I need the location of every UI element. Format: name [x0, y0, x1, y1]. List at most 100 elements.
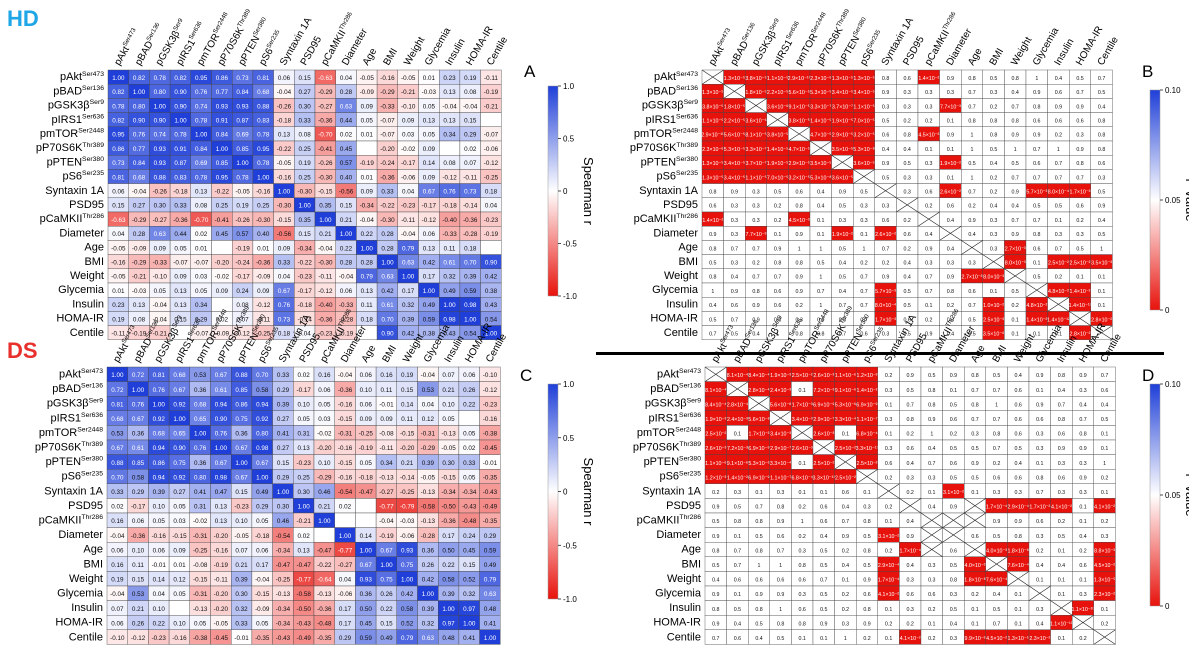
cell-value: 0.04	[402, 189, 415, 196]
cell-value: 1.00	[360, 547, 373, 554]
cell-value: 0.6	[928, 592, 935, 598]
cell-value: -0.18	[297, 302, 312, 309]
cell-value: 0.36	[360, 591, 373, 598]
cell-value: 0.93	[401, 547, 414, 554]
cell-value: 0.2	[925, 119, 932, 125]
cell-value: 0.2	[774, 218, 781, 224]
cell-value: 2.2×10⁻⁵	[724, 119, 745, 125]
cell-value: 0.1	[925, 303, 932, 309]
cell-value: 0.4	[904, 147, 911, 153]
row-label: Glycemia	[655, 588, 702, 600]
cell-value: 0.38	[485, 288, 498, 295]
cell-value: 1.9×10⁻³	[770, 373, 791, 379]
cell-value: 0.48	[442, 635, 455, 642]
cell-value: 0.3	[928, 563, 935, 569]
cell-value: -0.21	[401, 89, 416, 96]
cell-value: 0.6	[1055, 119, 1062, 125]
cell-value: 0.3	[752, 204, 759, 210]
cell-value: 0.41	[463, 635, 476, 642]
cell-value: 0.9	[712, 505, 719, 511]
cell-value: 0.4	[904, 275, 911, 281]
cell-value: 0.1	[928, 621, 935, 627]
cell-value: 0.1	[755, 490, 762, 496]
cell-value: 0.19	[236, 203, 249, 210]
cell-value: 0.76	[443, 189, 456, 196]
cell-value: 0.82	[112, 89, 125, 96]
cell-value: 0.15	[340, 203, 353, 210]
cell-value: -0.63	[111, 217, 126, 224]
cell-value: 0.3	[1036, 607, 1043, 613]
cell-value: 0.8	[928, 388, 935, 394]
cell-value: 5.7×10⁻³	[1026, 190, 1047, 196]
cell-value: 2.6×10⁻³	[813, 432, 834, 438]
column-label: Age	[969, 343, 988, 364]
cell-value: 0.2	[885, 505, 892, 511]
cell-value: 0.81	[257, 75, 270, 82]
cell-value: 0.67	[278, 288, 291, 295]
cell-value: 0.5	[820, 592, 827, 598]
cell-value: 0.53	[111, 431, 124, 438]
cell-value: -0.11	[380, 445, 394, 452]
cell-value: 0.1	[1015, 592, 1022, 598]
row-label: Insulin	[71, 602, 103, 614]
cell-value: -0.77	[379, 504, 394, 511]
row-label: Insulin	[72, 298, 104, 310]
cell-value: 0.2	[993, 461, 1000, 467]
cell-value: 0.28	[133, 231, 146, 238]
cell-value: 0.2	[990, 104, 997, 110]
cell-value: 0.49	[423, 302, 436, 309]
colorbar-tick-label: 0.5	[563, 135, 575, 144]
cell-value: 0.2	[1101, 519, 1108, 525]
cell-value: -0.50	[441, 504, 456, 511]
colorbar-tick-label: 0.05	[1165, 491, 1181, 500]
cell-value: 1.00	[299, 203, 312, 210]
cell-value: -0.34	[462, 489, 477, 496]
cell-value: 0.78	[195, 118, 208, 125]
cell-value: 0.24	[463, 533, 476, 540]
cell-value: 0.39	[402, 316, 415, 323]
cell-value: 1	[819, 303, 822, 309]
cell-value: 0.19	[299, 160, 312, 167]
cell-value: 0.5	[774, 190, 781, 196]
row-label: pmTORSer2448	[634, 128, 698, 140]
cell-value: -0.20	[215, 260, 230, 267]
cell-value: 0.63	[154, 231, 167, 238]
cell-value: -0.28	[339, 316, 354, 323]
cell-value: 2.9×10⁻⁴	[878, 563, 900, 569]
cell-value: 1.1×10⁻⁶	[705, 461, 726, 467]
row-label: HOMA-IR	[55, 617, 103, 629]
cell-value: 0.7	[1101, 373, 1108, 379]
row-label: pCaMKIIThr286	[634, 213, 699, 225]
cell-value: 1.3×10⁻⁵	[1094, 578, 1115, 584]
cell-value: 0.02	[339, 504, 352, 511]
cell-value: 0.09	[402, 118, 415, 125]
cell-value: 0.6	[904, 76, 911, 82]
cell-value: 0.3	[925, 261, 932, 267]
cell-value: 1	[1057, 147, 1060, 153]
column-label: Age	[360, 343, 379, 364]
cell-value: 0.75	[235, 416, 248, 423]
cell-value: 0.5	[709, 261, 716, 267]
cell-value: 0.78	[154, 75, 167, 82]
heatmap-cell	[355, 498, 377, 514]
heatmap-cell	[356, 140, 378, 156]
cell-value: 0.63	[484, 591, 497, 598]
row-label: pS6Ser235	[62, 170, 104, 182]
cell-value: 1	[930, 432, 933, 438]
cell-value: 0.4	[1036, 621, 1043, 627]
row-label: Glycemia	[652, 284, 699, 296]
cell-value: 0.17	[339, 606, 352, 613]
cell-value: 0.1	[971, 607, 978, 613]
cell-value: 1.00	[463, 620, 476, 627]
row-label: Diameter	[656, 529, 701, 541]
cell-value: 1.2×10⁻³	[705, 475, 726, 481]
cell-value: 1	[971, 133, 974, 139]
cell-value: 0.1	[1055, 218, 1062, 224]
cell-value: 0.5	[950, 607, 957, 613]
cell-value: -0.58	[296, 591, 311, 598]
cell-value: 0.72	[111, 387, 124, 394]
cell-value: 1.3×10⁻⁵	[853, 76, 874, 82]
cell-value: 0.6	[1058, 432, 1065, 438]
cell-value: 8.1×10⁻⁵	[745, 133, 766, 139]
section-divider	[596, 352, 1164, 355]
